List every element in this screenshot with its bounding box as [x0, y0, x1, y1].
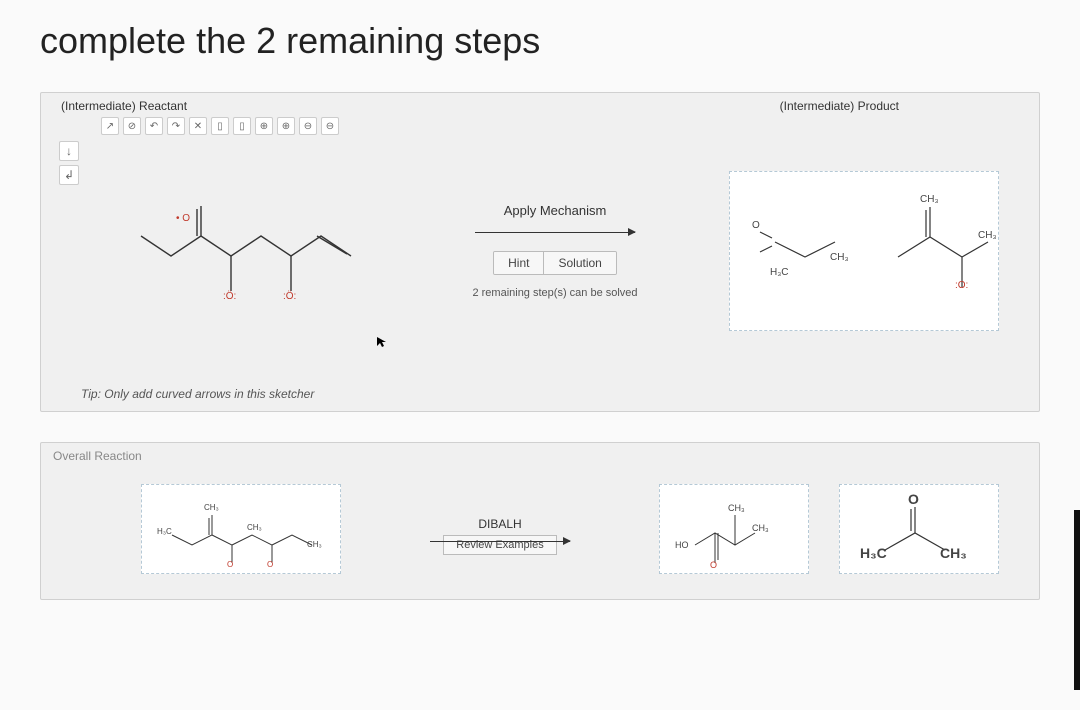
- tool-zoomout2-icon[interactable]: ⊖: [321, 117, 339, 135]
- review-examples-button[interactable]: Review Examples: [443, 535, 556, 555]
- right-edge-decoration: [1074, 510, 1080, 690]
- atom-o-lp2: :Ö:: [283, 291, 296, 302]
- tool-zoomin2-icon[interactable]: ⊕: [277, 117, 295, 135]
- sketcher-toolbar: ↗ ⊘ ↶ ↷ ✕ ▯ ▯ ⊕ ⊕ ⊖ ⊖: [41, 115, 1039, 141]
- ov-r-ch3-3: CH₃: [307, 540, 322, 549]
- reagent-label: DIBALH: [478, 517, 521, 531]
- reaction-arrow-icon: [475, 232, 635, 233]
- product-label: (Intermediate) Product: [780, 99, 899, 113]
- tool-redo-icon[interactable]: ↷: [167, 117, 185, 135]
- mechanism-controls: Apply Mechanism Hint Solution 2 remainin…: [381, 203, 729, 299]
- overall-reactant-box: CH₃ CH₃ CH₃ H₃C O O: [141, 484, 341, 574]
- ov-r-ch3-1: CH₃: [204, 503, 219, 512]
- sketcher-tip: Tip: Only add curved arrows in this sket…: [41, 381, 1039, 411]
- ov-p1-ch3-2: CH₃: [752, 523, 769, 533]
- atom-o-lp: :O:: [955, 280, 968, 291]
- ov-p1-o: O: [710, 560, 717, 570]
- overall-arrow-icon: [430, 541, 570, 542]
- hint-button[interactable]: Hint: [494, 252, 543, 274]
- tool-arrow-icon[interactable]: ↗: [101, 117, 119, 135]
- apply-mechanism-label: Apply Mechanism: [504, 203, 607, 218]
- product-sketcher[interactable]: O H₃C CH₃ :O: CH₃ CH₃: [729, 171, 999, 331]
- reactant-sketcher[interactable]: • O :Ö: :Ö:: [101, 181, 381, 321]
- page-title: complete the 2 remaining steps: [40, 20, 1040, 62]
- tool-undo-icon[interactable]: ↶: [145, 117, 163, 135]
- reactant-structure: • O: [101, 181, 381, 321]
- svg-text:• O: • O: [176, 213, 190, 224]
- tool-stop-icon[interactable]: ⊘: [123, 117, 141, 135]
- overall-reaction-label: Overall Reaction: [41, 443, 1039, 469]
- atom-o-lp1: :Ö:: [223, 291, 236, 302]
- tool-zoomout-icon[interactable]: ⊖: [299, 117, 317, 135]
- ov-p2-h3c: H₃C: [860, 545, 887, 561]
- atom-ch3-1: CH₃: [830, 252, 849, 263]
- ov-r-h3c: H₃C: [157, 527, 172, 536]
- mechanism-panel: (Intermediate) Reactant (Intermediate) P…: [40, 92, 1040, 412]
- reactant-label: (Intermediate) Reactant: [61, 99, 187, 113]
- atom-o1: O: [752, 220, 760, 231]
- atom-h3c: H₃C: [770, 267, 789, 278]
- ov-p1-ho: HO: [675, 540, 689, 550]
- tool-zoomin-icon[interactable]: ⊕: [255, 117, 273, 135]
- atom-ch3-2: CH₃: [978, 230, 997, 241]
- overall-product1-box: HO CH₃ CH₃ O: [659, 484, 809, 574]
- ov-r-o1: O: [227, 560, 233, 569]
- ov-r-o2: O: [267, 560, 273, 569]
- ov-p2-ch3: CH₃: [940, 545, 967, 561]
- ov-p2-o: O: [908, 491, 919, 507]
- tool-copy1-icon[interactable]: ▯: [211, 117, 229, 135]
- tool-clear-icon[interactable]: ✕: [189, 117, 207, 135]
- overall-reaction-panel: Overall Reaction CH₃ CH₃ CH₃ H₃C O: [40, 442, 1040, 600]
- product-structure: [730, 172, 1000, 332]
- ov-p1-ch3-1: CH₃: [728, 503, 745, 513]
- overall-product2-box: O H₃C CH₃: [839, 484, 999, 574]
- atom-ch3-3: CH₃: [920, 194, 939, 205]
- solution-button[interactable]: Solution: [543, 252, 615, 274]
- overall-product1-structure: [660, 485, 810, 575]
- remaining-steps-label: 2 remaining step(s) can be solved: [472, 287, 637, 299]
- tool-copy2-icon[interactable]: ▯: [233, 117, 251, 135]
- ov-r-ch3-2: CH₃: [247, 523, 262, 532]
- cursor-icon: [376, 336, 388, 348]
- overall-product2-structure: [840, 485, 1000, 575]
- overall-reactant-structure: [142, 485, 342, 575]
